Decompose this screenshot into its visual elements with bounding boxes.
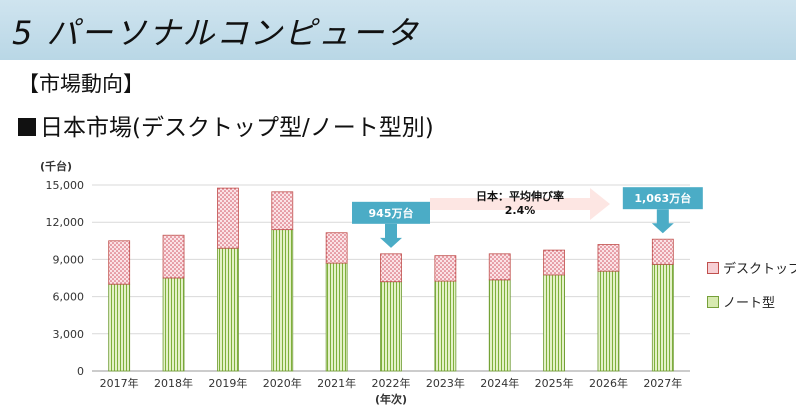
- bar-desktop: [380, 253, 402, 283]
- legend-item-desktop: デスクトップ型: [707, 258, 796, 277]
- bar-notebook: [162, 277, 185, 372]
- x-tick-label: 2017年: [100, 376, 139, 390]
- x-tick-label: 2022年: [372, 376, 411, 390]
- callout-arrow-icon: [380, 223, 402, 248]
- bar-notebook: [380, 281, 402, 372]
- growth-rate: 2.4%: [505, 204, 536, 217]
- bar-desktop: [162, 234, 185, 279]
- chart-title: 日本市場(デスクトップ型/ノート型別): [18, 108, 434, 142]
- bar-notebook: [597, 270, 620, 372]
- x-tick-label: 2019年: [208, 376, 247, 390]
- page-title: 5 パーソナルコンピュータ: [12, 14, 420, 52]
- callout-label: 945万台: [369, 206, 414, 220]
- section-label: 【市場動向】: [18, 72, 144, 96]
- y-axis-label: (千台): [40, 159, 72, 173]
- x-tick-label: 2024年: [480, 376, 519, 390]
- bar-notebook: [271, 229, 294, 372]
- bar-desktop: [488, 253, 511, 281]
- stacked-bar-chart: 0 3,000 6,000 9,000 12,000 15,000 (千台) 2017年 201…: [40, 159, 703, 406]
- x-tick-label: 2023年: [426, 376, 465, 390]
- y-tick-label: 12,000: [46, 216, 85, 229]
- y-tick-label: 6,000: [53, 291, 85, 304]
- callout-arrow-icon: [651, 209, 674, 234]
- bar-desktop: [271, 191, 294, 231]
- legend-item-notebook: ノート型: [707, 292, 775, 311]
- x-tick-label: 2021年: [317, 376, 356, 390]
- title-bar: 5 パーソナルコンピュータ: [0, 0, 796, 60]
- bar-desktop: [217, 187, 239, 249]
- callout-box: [622, 187, 703, 210]
- bar-notebook: [543, 274, 565, 372]
- growth-arrow-icon: [430, 188, 610, 220]
- x-tick-label: 2018年: [154, 376, 193, 390]
- y-tick-label: 15,000: [46, 179, 85, 192]
- legend-swatch-notebook: [707, 296, 719, 308]
- legend-label-notebook: ノート型: [723, 296, 776, 311]
- legend-swatch-desktop: [707, 262, 719, 274]
- x-tick-label: 2020年: [263, 376, 302, 390]
- bar-desktop: [108, 240, 131, 285]
- bar-notebook: [217, 247, 239, 372]
- bar-notebook: [488, 279, 511, 372]
- x-tick-label: 2027年: [643, 376, 682, 390]
- y-tick-label: 3,000: [53, 328, 85, 341]
- x-tick-label: 2025年: [535, 376, 574, 390]
- bar-notebook: [325, 262, 348, 372]
- bar-desktop: [325, 232, 348, 264]
- callout-label: 1,063万台: [634, 191, 691, 205]
- y-tick-label: 9,000: [53, 253, 85, 266]
- bar-desktop: [543, 249, 565, 276]
- growth-label: 日本：平均伸び率: [476, 189, 564, 203]
- bar-notebook: [108, 283, 131, 372]
- callout-box: [352, 201, 430, 224]
- legend-label-desktop: デスクトップ型: [723, 262, 796, 277]
- bar-desktop: [597, 244, 620, 272]
- x-tick-label: 2026年: [589, 376, 628, 390]
- bar-notebook: [434, 280, 457, 372]
- x-axis-label: (年次): [375, 392, 407, 406]
- bar-desktop: [651, 238, 674, 265]
- y-tick-label: 0: [77, 365, 84, 378]
- bar-desktop: [434, 255, 457, 282]
- chart-title-text: 日本市場(デスクトップ型/ノート型別): [40, 115, 434, 141]
- bar-notebook: [651, 263, 674, 372]
- square-bullet-icon: [18, 118, 36, 136]
